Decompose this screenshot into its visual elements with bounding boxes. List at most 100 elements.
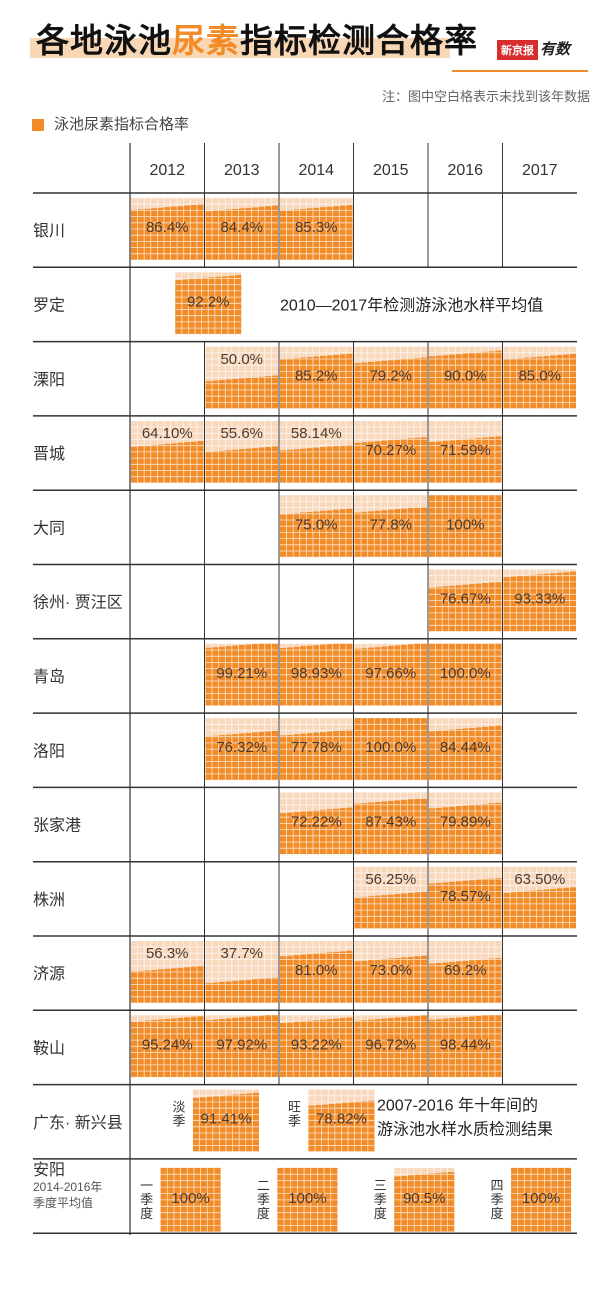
cell-8-4: 84.44% xyxy=(429,718,502,781)
cell-3-5-label: 85.0% xyxy=(518,368,561,385)
cell-4-5-pixel-grid xyxy=(429,420,502,484)
cell-4-2-label: 55.6% xyxy=(220,425,263,442)
cell-12-2-pixel-grid xyxy=(205,1015,278,1078)
cell-5-1: 75.0% xyxy=(280,495,353,558)
cell-11-5-label: 69.2% xyxy=(444,962,487,979)
cell-1-1: 86.4% xyxy=(131,198,204,261)
cell-14-1-pixel-grid xyxy=(160,1167,221,1233)
cell-1-3-pass-area xyxy=(280,205,353,260)
cell-13-2-pixel-grid xyxy=(308,1089,375,1152)
cell-4-4: 70.27% xyxy=(354,420,427,484)
cell-10-3: 63.50% xyxy=(503,866,576,930)
column-header-2014: 2014 xyxy=(298,162,334,179)
cell-3-4: 90.0% xyxy=(429,346,502,409)
cell-8-1: 76.32% xyxy=(205,718,278,781)
cell-3-3-label: 79.2% xyxy=(369,368,412,385)
cell-11-3-label: 81.0% xyxy=(295,962,338,979)
cell-9-1-label: 72.22% xyxy=(291,814,342,831)
cell-7-2-pixel-grid xyxy=(280,643,353,707)
cell-14-4-pixel-grid xyxy=(511,1167,572,1233)
cell-14-1: 100% xyxy=(160,1167,221,1233)
cell-9-1-pixel-grid xyxy=(280,792,353,855)
cell-9-1-pass-area xyxy=(280,807,353,855)
row-label-6: 徐州· 贾汪区 xyxy=(33,594,123,612)
cell-12-3: 93.22% xyxy=(280,1015,353,1078)
cell-1-1-label: 86.4% xyxy=(146,219,189,236)
cell-10-2-label: 78.57% xyxy=(440,888,491,905)
cell-14-1-label: 100% xyxy=(171,1190,209,1207)
cell-11-3-pass-area xyxy=(280,950,353,1003)
cell-1-3: 85.3% xyxy=(280,198,353,261)
cell-7-3-pixel-grid xyxy=(354,643,427,707)
cell-8-1-pixel-grid xyxy=(205,718,278,781)
logo-text: 有数 xyxy=(540,41,571,58)
cell-1-1-pixel-grid xyxy=(131,198,204,261)
cell-8-3-label: 100.0% xyxy=(365,739,416,756)
row-note-2: 2010—2017年检测游泳池水样平均值 xyxy=(280,296,543,314)
cell-14-4: 100% xyxy=(511,1167,572,1233)
row-label-4: 晋城 xyxy=(33,445,65,463)
cell-10-1: 56.25% xyxy=(354,866,427,930)
cell-5-2: 77.8% xyxy=(354,495,427,558)
cell-tag-13-1-0: 淡 xyxy=(172,1100,185,1115)
legend-label: 泳池尿素指标合格率 xyxy=(54,116,190,133)
cell-3-2-label: 85.2% xyxy=(295,368,338,385)
cell-4-3-label: 58.14% xyxy=(291,425,342,442)
cell-4-1-pixel-grid xyxy=(131,420,204,484)
cell-11-1-pixel-grid xyxy=(131,941,204,1004)
cell-10-2: 78.57% xyxy=(429,866,502,930)
cell-12-3-pass-area xyxy=(280,1017,353,1078)
cell-3-1-label: 50.0% xyxy=(220,351,263,368)
cell-7-1-label: 99.21% xyxy=(216,665,267,682)
cell-3-2-pass-area xyxy=(280,353,353,409)
cell-12-4: 96.72% xyxy=(354,1015,427,1078)
cell-4-5-label: 71.59% xyxy=(440,442,491,459)
cell-4-3-pass-area xyxy=(280,444,353,483)
row-note-13-2: 游泳池水样水质检测结果 xyxy=(377,1121,553,1139)
cell-13-2: 78.82% xyxy=(308,1089,375,1152)
cell-3-1-pass-area xyxy=(205,375,278,409)
cell-4-2: 55.6% xyxy=(205,420,278,484)
legend-swatch xyxy=(32,119,44,132)
cell-8-1-label: 76.32% xyxy=(216,739,267,756)
cell-10-1-label: 56.25% xyxy=(365,871,416,888)
cell-tag-14-4-1: 季 xyxy=(491,1192,504,1207)
cell-5-1-label: 75.0% xyxy=(295,516,338,533)
cell-9-3-pass-area xyxy=(429,802,502,855)
cell-11-2-label: 37.7% xyxy=(220,945,263,962)
cell-4-3: 58.14% xyxy=(280,420,353,484)
cell-8-2-label: 77.78% xyxy=(291,739,342,756)
page-title: 各地泳池尿素指标检测合格率 xyxy=(36,22,478,59)
row-label-12: 鞍山 xyxy=(33,1039,65,1057)
cell-4-2-pixel-grid xyxy=(205,420,278,484)
cell-11-3: 81.0% xyxy=(280,941,353,1004)
cell-1-3-label: 85.3% xyxy=(295,219,338,236)
row-label-11: 济源 xyxy=(33,965,65,983)
cell-4-4-pass-area xyxy=(354,437,427,483)
cell-3-2-pixel-grid xyxy=(280,346,353,409)
row-label-8: 洛阳 xyxy=(33,742,65,760)
cell-3-3-pixel-grid xyxy=(354,346,427,409)
legend: 泳池尿素指标合格率 xyxy=(32,113,189,134)
cell-7-1: 99.21% xyxy=(205,643,278,707)
cell-8-4-label: 84.44% xyxy=(440,739,491,756)
cell-4-4-pixel-grid xyxy=(354,420,427,484)
cell-10-3-label: 63.50% xyxy=(514,871,565,888)
cell-9-2-label: 87.43% xyxy=(365,814,416,831)
cell-12-5-label: 98.44% xyxy=(440,1036,491,1053)
cell-6-1: 76.67% xyxy=(429,569,502,632)
cell-12-4-pixel-grid xyxy=(354,1015,427,1078)
cell-6-2-label: 93.33% xyxy=(514,591,565,608)
cell-12-5-pixel-grid xyxy=(429,1015,502,1078)
cell-tag-14-2-0: 二 xyxy=(257,1178,270,1193)
cell-12-1-pixel-grid xyxy=(131,1015,204,1078)
cell-8-3-pixel-grid xyxy=(354,718,427,781)
cell-7-1-pixel-grid xyxy=(205,643,278,707)
cell-8-2: 77.78% xyxy=(280,718,353,781)
cell-4-1-label: 64.10% xyxy=(142,425,193,442)
cell-9-3-pixel-grid xyxy=(429,792,502,855)
cell-6-2: 93.33% xyxy=(503,569,576,632)
cell-12-3-label: 93.22% xyxy=(291,1036,342,1053)
cell-7-4-label: 100.0% xyxy=(440,665,491,682)
